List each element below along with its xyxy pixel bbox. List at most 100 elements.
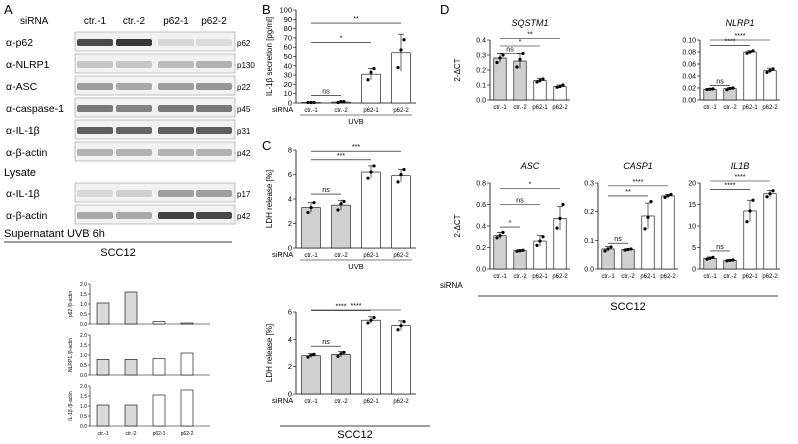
y-tick-label: 0.8 xyxy=(476,181,486,188)
data-point xyxy=(521,52,524,55)
blot-band xyxy=(77,39,113,46)
blot-band xyxy=(158,105,194,112)
significance-label: ns xyxy=(322,89,330,96)
significance-label: **** xyxy=(633,179,644,186)
data-point xyxy=(306,356,309,359)
data-point xyxy=(555,86,558,89)
category-label: p62-2 xyxy=(552,274,568,280)
significance-label: * xyxy=(529,181,532,188)
data-point xyxy=(518,249,521,252)
chart-title: SQSTM1 xyxy=(511,18,548,28)
lane-label: p62-2 xyxy=(201,16,227,27)
category-label: p62-1 xyxy=(363,253,379,259)
data-point xyxy=(609,245,612,248)
significance-label: **** xyxy=(725,182,736,189)
y-tick-label: 20 xyxy=(688,181,696,188)
data-point xyxy=(538,239,541,242)
bar xyxy=(704,89,716,100)
quant-tick-label: 1.0 xyxy=(80,404,87,410)
bar xyxy=(302,208,321,248)
bar xyxy=(392,176,411,248)
data-point xyxy=(603,249,606,252)
category-label: ctr.-2 xyxy=(334,108,348,114)
y-tick-label: 0.4 xyxy=(476,38,486,45)
data-point xyxy=(765,195,768,198)
blot-size-label: p42 xyxy=(237,212,251,221)
quant-y-label: IL-1β /β-actin xyxy=(68,391,74,421)
y-tick-label: 0.02 xyxy=(682,86,696,93)
blot-antibody-label: α-NLRP1 xyxy=(6,59,50,71)
significance-label: *** xyxy=(337,153,345,160)
blot-antibody-label: α-IL-1β xyxy=(6,125,40,137)
blot-band xyxy=(158,83,194,90)
data-point xyxy=(535,244,538,247)
data-point xyxy=(669,193,672,196)
data-point xyxy=(396,328,399,331)
category-label: ctr.-2 xyxy=(513,274,527,280)
blot-band xyxy=(77,149,113,156)
y-tick-label: 30 xyxy=(284,71,292,80)
significance-label: **** xyxy=(336,304,347,311)
data-point xyxy=(768,192,771,195)
blot-band xyxy=(116,149,152,156)
category-label: ctr.-2 xyxy=(621,274,635,280)
data-point xyxy=(336,355,339,358)
data-point xyxy=(342,200,345,203)
data-point xyxy=(336,208,339,211)
panel-b-letter: B xyxy=(262,2,271,17)
data-point xyxy=(501,231,504,234)
quant-bar xyxy=(153,395,165,426)
data-point xyxy=(495,236,498,239)
y-tick-label: 60 xyxy=(284,43,292,52)
quant-bar xyxy=(181,390,193,426)
data-point xyxy=(643,227,646,230)
category-label: p62-2 xyxy=(762,274,778,280)
quant-y-label: p62 /β-actin xyxy=(68,291,74,317)
data-point xyxy=(515,250,518,253)
category-label: ctr.-1 xyxy=(493,105,507,111)
data-point xyxy=(336,101,339,104)
bar xyxy=(744,52,756,100)
data-point xyxy=(312,353,315,356)
panel-a-cellline-label: SCC12 xyxy=(100,247,135,259)
significance-label: ns xyxy=(322,187,330,194)
bar xyxy=(764,194,776,269)
blot-band xyxy=(158,212,194,219)
data-point xyxy=(646,216,649,219)
blot-band xyxy=(77,127,113,134)
data-point xyxy=(495,61,498,64)
bar xyxy=(662,196,674,269)
data-point xyxy=(649,200,652,203)
data-point xyxy=(312,101,315,104)
y-axis-label: LDH release [%] xyxy=(265,324,274,382)
data-point xyxy=(339,352,342,355)
data-point xyxy=(399,173,402,176)
data-point xyxy=(626,248,629,251)
data-point xyxy=(498,56,501,59)
siRNA-header: siRNA xyxy=(20,16,49,27)
y-tick-label: 15 xyxy=(688,202,696,209)
significance-label: **** xyxy=(351,303,362,310)
blot-band xyxy=(116,61,152,68)
y-tick-label: 4 xyxy=(288,335,292,344)
significance-label: ** xyxy=(527,32,533,39)
y-tick-label: 2 xyxy=(288,362,292,371)
data-point xyxy=(372,164,375,167)
blot-band xyxy=(116,190,152,197)
data-point xyxy=(623,248,626,251)
y-tick-label: 0.1 xyxy=(476,83,486,90)
category-label: ctr.-1 xyxy=(703,105,717,111)
category-label: p62-2 xyxy=(393,108,409,114)
quant-tick-label: 2.0 xyxy=(80,282,87,288)
bar xyxy=(554,87,566,101)
data-point xyxy=(708,88,711,91)
blot-band xyxy=(196,61,232,68)
y-tick-label: 0.06 xyxy=(682,62,696,69)
y-tick-label: 90 xyxy=(284,15,292,24)
significance-label: ns xyxy=(716,79,724,86)
panel-d-cellline-label: SCC12 xyxy=(610,301,645,313)
blot-antibody-label: α-caspase-1 xyxy=(6,103,64,115)
y-tick-label: 0.1 xyxy=(584,238,594,245)
